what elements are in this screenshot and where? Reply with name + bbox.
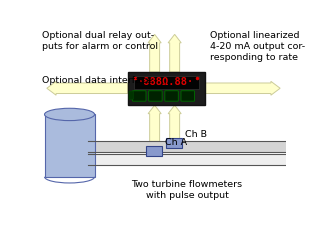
Bar [146, 146, 162, 156]
FancyBboxPatch shape [129, 91, 133, 99]
Polygon shape [148, 105, 161, 141]
Polygon shape [148, 34, 161, 72]
Text: Two turbine flowmeters
with pulse output: Two turbine flowmeters with pulse output [131, 180, 242, 200]
Polygon shape [168, 34, 181, 72]
Bar [45, 114, 94, 177]
Text: Optional linearized
4-20 mA output cor-
responding to rate: Optional linearized 4-20 mA output cor- … [210, 31, 305, 62]
Bar [88, 141, 286, 152]
Polygon shape [47, 81, 128, 95]
Bar [166, 138, 182, 148]
Polygon shape [205, 81, 280, 95]
Bar [128, 72, 205, 105]
FancyBboxPatch shape [165, 91, 178, 101]
Text: Optional data interface: Optional data interface [42, 76, 152, 85]
FancyBboxPatch shape [181, 91, 195, 101]
Text: ·888Ω.88·: ·888Ω.88· [138, 78, 194, 87]
Ellipse shape [45, 108, 94, 121]
Bar [88, 154, 286, 165]
FancyBboxPatch shape [149, 91, 162, 101]
Text: Ch B: Ch B [185, 130, 207, 139]
Text: Ch A: Ch A [165, 138, 187, 147]
Polygon shape [168, 105, 181, 141]
Text: Optional dual relay out-
puts for alarm or control: Optional dual relay out- puts for alarm … [42, 31, 158, 51]
FancyBboxPatch shape [132, 91, 146, 101]
Bar [134, 76, 198, 89]
